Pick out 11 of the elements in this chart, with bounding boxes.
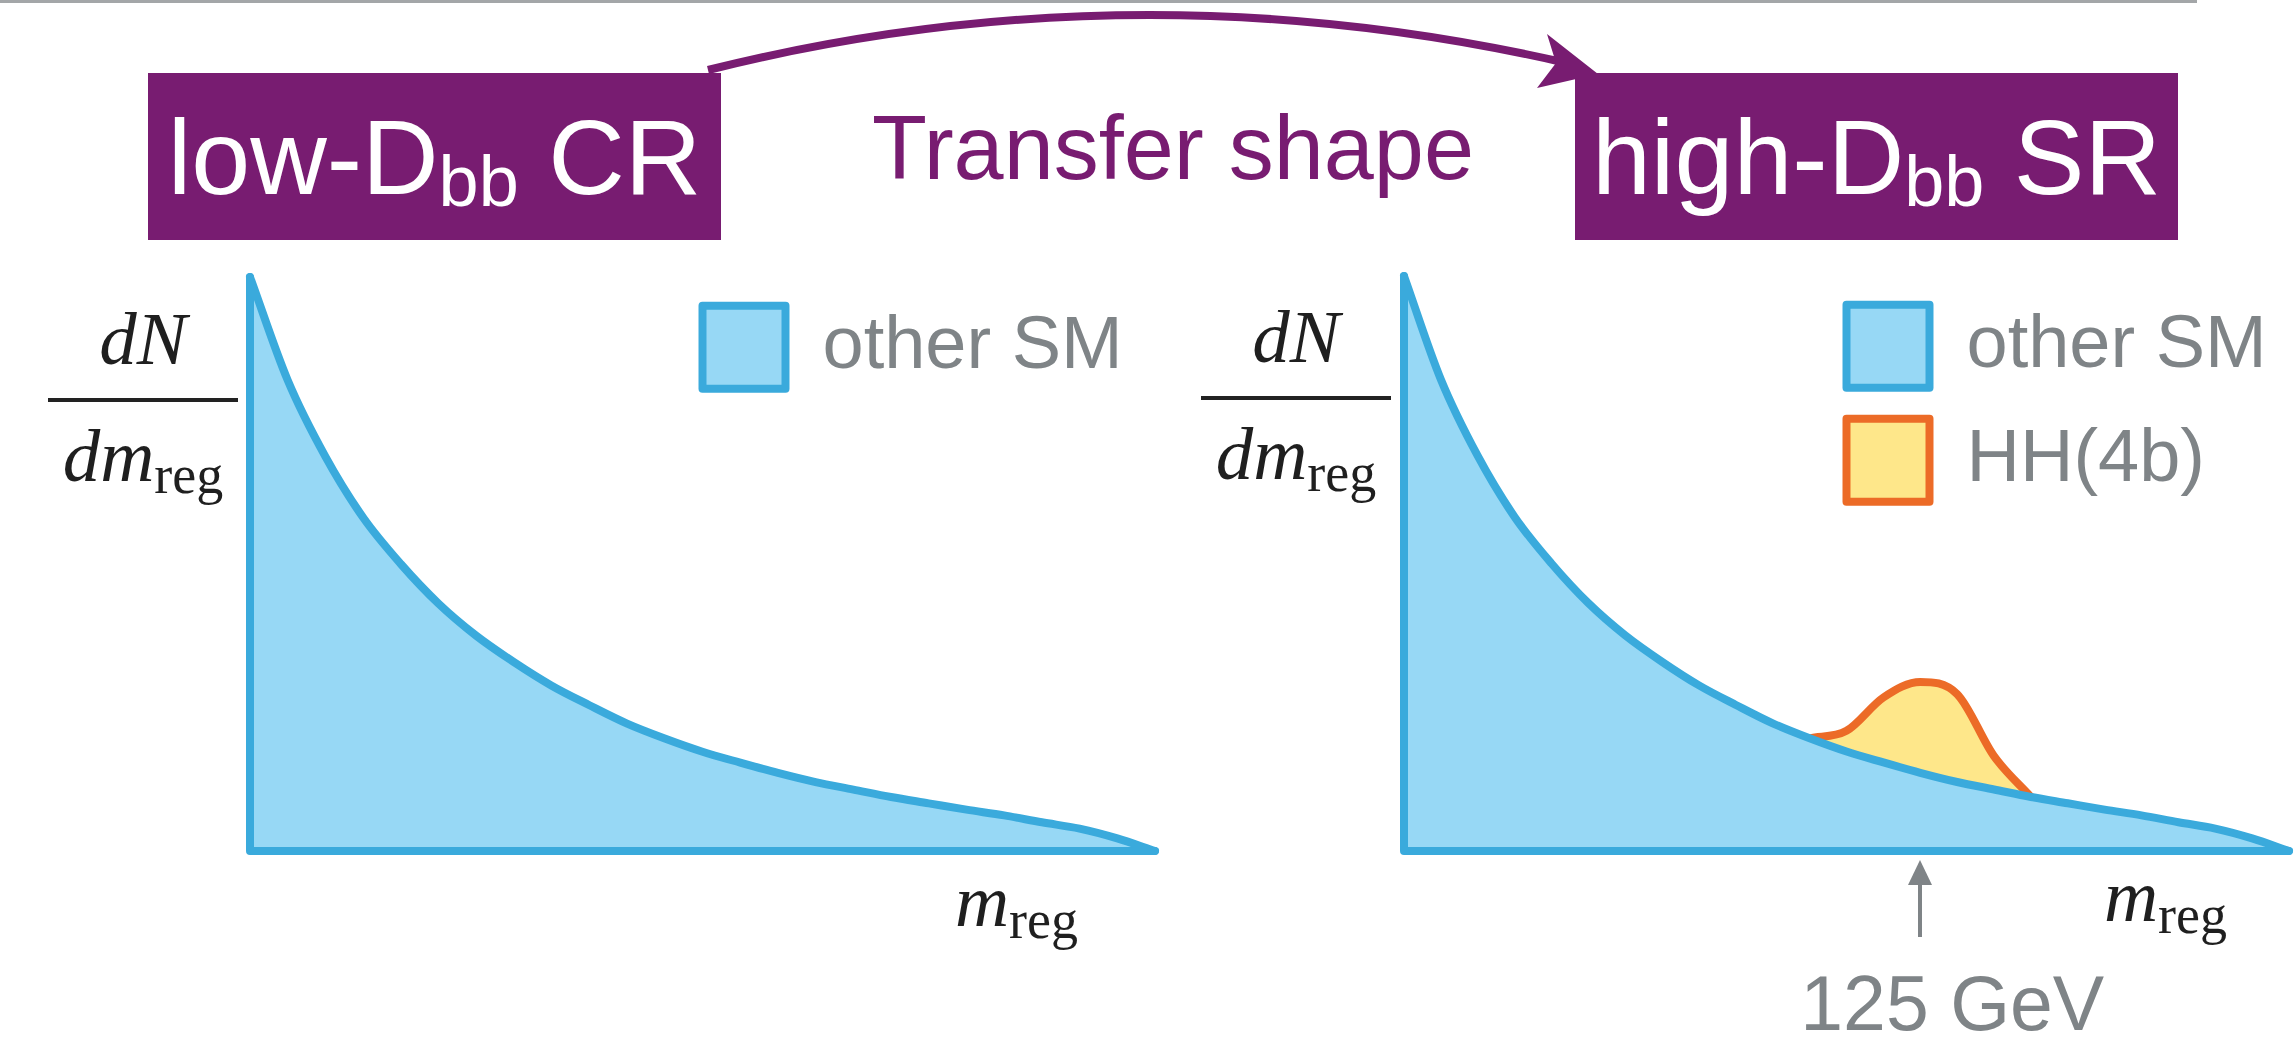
x-axis-title: m$_{reg}$ <box>2103 854 2227 945</box>
legend-label: HH(4b) <box>1966 413 2205 497</box>
y-axis-title: dN dm$_{reg}$ <box>1215 294 1377 506</box>
x-axis-title: m$_{reg}$ <box>954 859 1078 950</box>
chart-title: high-D$_{bb}$ SR <box>1591 97 2162 221</box>
chart-title: low-D$_{bb}$ CR <box>167 97 702 221</box>
y-axis-title: dN dm$_{reg}$ <box>62 296 224 508</box>
text: 125 GeV <box>1800 960 2105 1037</box>
legend-label: other SM <box>822 300 1123 384</box>
legend-label: other SM <box>1966 299 2267 383</box>
text: Transfer shape <box>872 98 1474 198</box>
